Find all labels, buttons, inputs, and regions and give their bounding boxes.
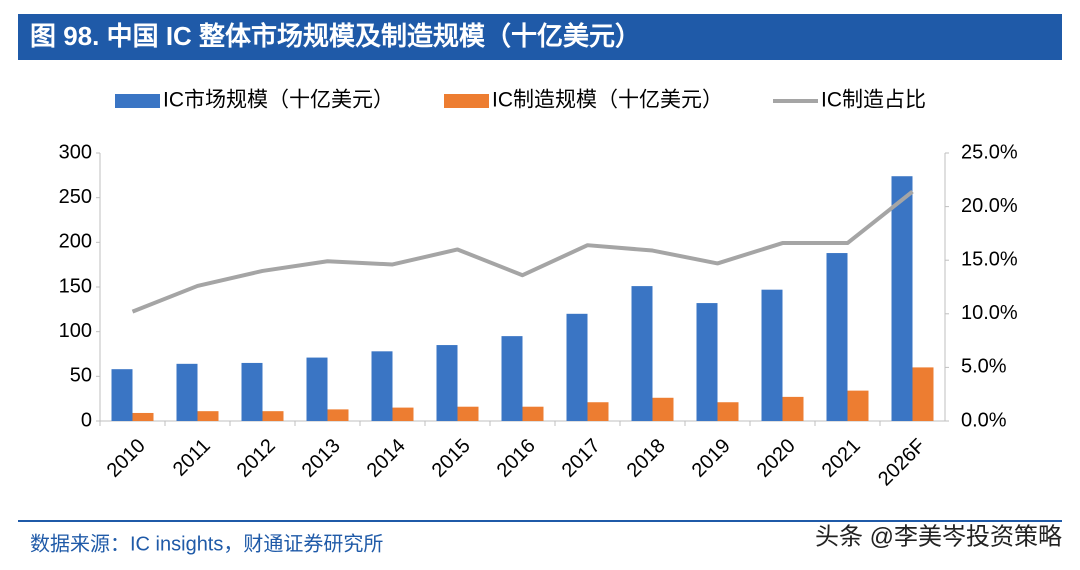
watermark: 头条 @李美岑投资策略 bbox=[815, 523, 1062, 550]
legend-swatch bbox=[444, 94, 489, 108]
bar bbox=[587, 402, 609, 421]
legend-swatch bbox=[115, 94, 160, 108]
legend-label: IC制造占比 bbox=[821, 89, 926, 112]
source: 数据来源：IC insights，财通证券研究所 bbox=[30, 532, 383, 555]
y-tick-label: 300 bbox=[59, 141, 92, 163]
y2-tick-label: 25.0% bbox=[961, 141, 1018, 163]
bar bbox=[652, 397, 674, 421]
x-tick-label: 2021 bbox=[818, 435, 865, 482]
bar bbox=[717, 402, 739, 421]
x-tick-label: 2016 bbox=[493, 435, 540, 482]
bar bbox=[327, 409, 349, 421]
x-tick-label: 2020 bbox=[753, 435, 800, 482]
y2-tick-label: 5.0% bbox=[961, 356, 1007, 378]
bar bbox=[197, 411, 219, 421]
y-tick-label: 0 bbox=[81, 409, 92, 431]
bar bbox=[891, 176, 913, 421]
y2-tick-label: 15.0% bbox=[961, 248, 1018, 270]
x-tick-label: 2012 bbox=[233, 435, 280, 482]
bar bbox=[457, 406, 479, 421]
bar bbox=[371, 351, 393, 421]
x-tick-label: 2017 bbox=[558, 435, 605, 482]
bar bbox=[501, 336, 523, 421]
bar bbox=[436, 345, 458, 421]
legend-label: IC市场规模（十亿美元） bbox=[163, 89, 394, 112]
bar bbox=[566, 313, 588, 421]
y-tick-label: 50 bbox=[70, 365, 92, 387]
bar bbox=[761, 289, 783, 421]
y-tick-label: 150 bbox=[59, 275, 92, 297]
y2-tick-label: 10.0% bbox=[961, 302, 1018, 324]
x-tick-label: 2010 bbox=[103, 435, 150, 482]
line bbox=[131, 190, 914, 314]
bar bbox=[392, 407, 414, 421]
bar bbox=[826, 253, 848, 421]
bar bbox=[912, 367, 934, 421]
x-tick-label: 2015 bbox=[428, 435, 475, 482]
bar bbox=[176, 363, 198, 421]
x-tick-label: 2018 bbox=[623, 435, 670, 482]
x-tick-label: 2011 bbox=[169, 435, 215, 481]
y2-tick-label: 20.0% bbox=[961, 195, 1018, 217]
x-tick-label: 2014 bbox=[363, 435, 410, 482]
bar bbox=[631, 286, 653, 421]
bar bbox=[132, 412, 154, 421]
bar bbox=[111, 369, 133, 421]
x-tick-label: 2026F bbox=[874, 435, 930, 491]
bar bbox=[306, 357, 328, 421]
bar bbox=[782, 396, 804, 421]
y-tick-label: 200 bbox=[59, 231, 92, 253]
x-tick-label: 2013 bbox=[298, 435, 345, 482]
y-tick-label: 100 bbox=[59, 320, 92, 342]
title-banner bbox=[18, 14, 1062, 60]
x-tick-label: 2019 bbox=[688, 435, 735, 482]
bar bbox=[241, 362, 263, 421]
bar bbox=[262, 411, 284, 421]
y2-tick-label: 0.0% bbox=[961, 409, 1007, 431]
bar bbox=[847, 390, 869, 421]
y-tick-label: 250 bbox=[59, 186, 92, 208]
bar bbox=[522, 406, 544, 421]
legend-label: IC制造规模（十亿美元） bbox=[492, 89, 723, 112]
chart-title: 图 98. 中国 IC 整体市场规模及制造规模（十亿美元） bbox=[30, 21, 641, 51]
bar bbox=[696, 303, 718, 421]
